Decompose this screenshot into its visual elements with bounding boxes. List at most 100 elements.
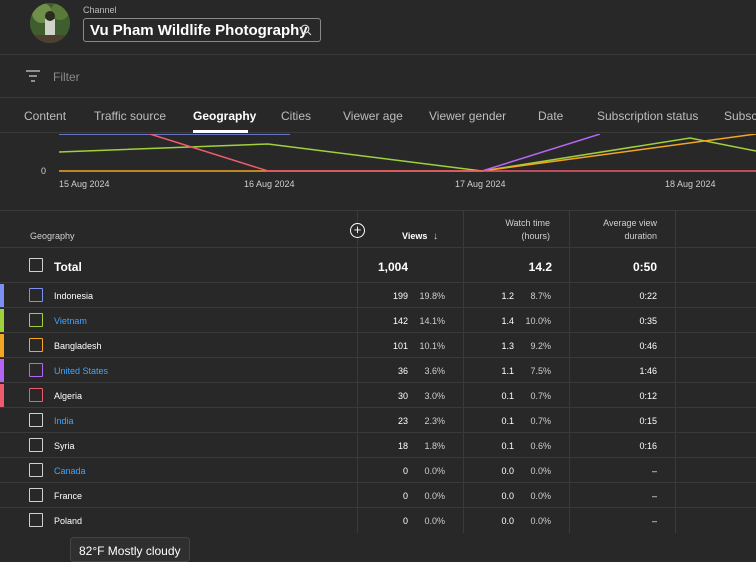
column-divider	[569, 211, 570, 533]
views-percent: 10.1%	[419, 341, 445, 351]
channel-selector[interactable]: Vu Pham Wildlife Photography	[83, 18, 321, 42]
watch-time-percent: 9.2%	[530, 341, 551, 351]
x-tick-label: 17 Aug 2024	[455, 179, 506, 189]
row-checkbox[interactable]	[29, 313, 43, 327]
country-name: Indonesia	[54, 291, 94, 301]
row-checkbox[interactable]	[29, 388, 43, 402]
weather-widget[interactable]: 82°F Mostly cloudy	[70, 537, 190, 562]
views-value: 142	[392, 316, 408, 326]
total-avg-duration: 0:50	[632, 260, 657, 274]
views-value: 0	[402, 491, 408, 501]
total-views: 1,004	[377, 260, 408, 274]
table-row: India 23 2.3% 0.1 0.7% 0:15	[0, 407, 756, 432]
views-percent: 14.1%	[419, 316, 445, 326]
country-name[interactable]: India	[54, 416, 74, 426]
sort-down-arrow-icon[interactable]: ↓	[433, 231, 438, 242]
tab-viewer-age[interactable]: Viewer age	[343, 109, 403, 123]
avg-duration-value: 0:22	[639, 291, 657, 301]
tab-subscription-status[interactable]: Subscription status	[597, 109, 699, 123]
watch-time-value: 0.0	[501, 491, 514, 501]
total-checkbox[interactable]	[29, 258, 43, 272]
total-row: Total 1,004 14.2 0:50	[0, 247, 756, 282]
search-icon[interactable]	[300, 24, 312, 36]
series-color-bar	[0, 334, 4, 357]
watch-time-value: 0.1	[501, 441, 514, 451]
avg-duration-value: 0:16	[639, 441, 657, 451]
watch-time-value: 1.3	[501, 341, 514, 351]
watch-time-percent: 10.0%	[525, 316, 551, 326]
tab-content[interactable]: Content	[24, 109, 67, 123]
column-header-geography[interactable]: Geography	[30, 231, 75, 241]
total-label: Total	[54, 260, 82, 274]
row-checkbox[interactable]	[29, 463, 43, 477]
table-row: Poland 0 0.0% 0.0 0.0% –	[0, 507, 756, 532]
avg-duration-value: –	[651, 466, 657, 476]
column-header-watch-time[interactable]: Watch time (hours)	[505, 217, 550, 243]
country-name: Poland	[54, 516, 83, 526]
channel-avatar[interactable]	[30, 3, 70, 43]
tab-cities[interactable]: Cities	[281, 109, 312, 123]
table-row: Indonesia 199 19.8% 1.2 8.7% 0:22	[0, 282, 756, 307]
channel-name: Vu Pham Wildlife Photography	[90, 21, 308, 39]
row-checkbox[interactable]	[29, 513, 43, 527]
column-header-avg-duration[interactable]: Average view duration	[603, 217, 657, 243]
series-line-vietnam	[58, 137, 756, 172]
country-name[interactable]: Vietnam	[54, 316, 87, 326]
views-percent: 1.8%	[424, 441, 445, 451]
views-percent: 0.0%	[424, 516, 445, 526]
y-tick-label: 0	[41, 166, 46, 176]
column-divider	[463, 211, 464, 533]
views-value: 30	[397, 391, 408, 401]
avg-duration-value: 0:12	[639, 391, 657, 401]
column-divider	[357, 211, 358, 533]
table-row: Canada 0 0.0% 0.0 0.0% –	[0, 457, 756, 482]
tab-geography[interactable]: Geography	[193, 109, 257, 123]
watch-time-header-line: Watch time	[505, 218, 550, 228]
row-checkbox[interactable]	[29, 338, 43, 352]
views-percent: 19.8%	[419, 291, 445, 301]
x-tick-label: 18 Aug 2024	[665, 179, 716, 189]
views-percent: 2.3%	[424, 416, 445, 426]
watch-time-value: 1.2	[501, 291, 514, 301]
filter-input[interactable]: Filter	[53, 70, 80, 84]
views-value: 0	[402, 516, 408, 526]
table-row: Algeria 30 3.0% 0.1 0.7% 0:12	[0, 382, 756, 407]
views-value: 101	[392, 341, 408, 351]
tab-traffic-source[interactable]: Traffic source	[94, 109, 167, 123]
total-watch-time: 14.2	[528, 260, 552, 274]
column-divider	[675, 211, 676, 533]
views-percent: 0.0%	[424, 466, 445, 476]
column-header-views[interactable]: Views	[402, 231, 428, 241]
row-checkbox[interactable]	[29, 363, 43, 377]
country-name[interactable]: Canada	[54, 466, 86, 476]
filter-icon[interactable]	[26, 70, 40, 82]
table-row: United States 36 3.6% 1.1 7.5% 1:46	[0, 357, 756, 382]
table-row: Bangladesh 101 10.1% 1.3 9.2% 0:46	[0, 332, 756, 357]
row-checkbox[interactable]	[29, 438, 43, 452]
watch-time-value: 0.0	[501, 466, 514, 476]
country-name: Algeria	[54, 391, 83, 401]
x-tick-label: 15 Aug 2024	[59, 179, 110, 189]
avg-duration-value: –	[651, 516, 657, 526]
series-line-bangladesh	[59, 134, 756, 172]
tab-date[interactable]: Date	[538, 109, 564, 123]
add-metric-icon[interactable]: +	[350, 223, 365, 238]
chart-svg: 0 15 Aug 2024 16 Aug 2024 17 Aug 2024 18…	[41, 134, 756, 189]
views-percent: 3.0%	[424, 391, 445, 401]
avg-duration-value: –	[651, 491, 657, 501]
country-name[interactable]: United States	[54, 366, 109, 376]
watch-time-percent: 0.7%	[530, 391, 551, 401]
watch-time-percent: 7.5%	[530, 366, 551, 376]
row-checkbox[interactable]	[29, 288, 43, 302]
tab-subscription-source[interactable]: Subscr	[724, 109, 756, 123]
channel-header: Channel Vu Pham Wildlife Photography	[0, 0, 756, 55]
tab-viewer-gender[interactable]: Viewer gender	[429, 109, 507, 123]
row-checkbox[interactable]	[29, 488, 43, 502]
views-value: 18	[397, 441, 408, 451]
watch-time-percent: 0.0%	[530, 516, 551, 526]
watch-time-value: 0.1	[501, 416, 514, 426]
views-value: 36	[397, 366, 408, 376]
row-checkbox[interactable]	[29, 413, 43, 427]
watch-time-value: 0.1	[501, 391, 514, 401]
watch-time-percent: 8.7%	[530, 291, 551, 301]
